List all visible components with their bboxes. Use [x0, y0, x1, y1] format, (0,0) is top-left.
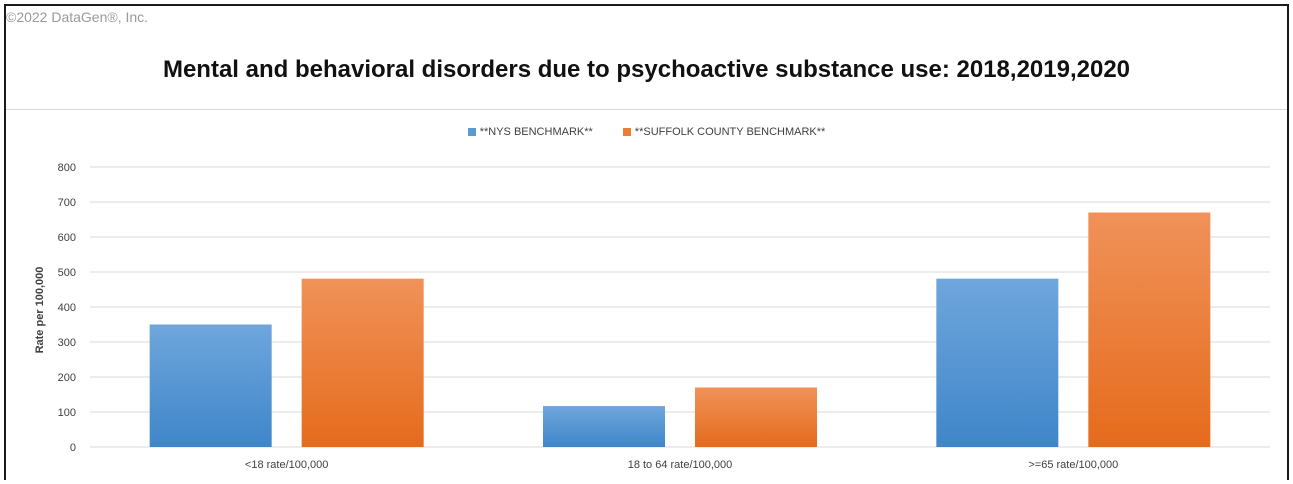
y-tick-label-8: 800 [58, 162, 76, 174]
x-ticks: <18 rate/100,000 18 to 64 rate/100,000 >=6… [245, 459, 1118, 471]
y-tick-label-5: 500 [58, 267, 76, 279]
bar-suffolk-1 [695, 387, 817, 447]
legend-label-nys: **NYS BENCHMARK** [479, 126, 593, 138]
bar-nys-1 [543, 406, 665, 447]
gridlines [90, 166, 1270, 448]
bar-nys-0 [149, 324, 272, 447]
y-tick-label-0: 0 [70, 442, 76, 454]
y-tick-label-4: 400 [58, 302, 76, 314]
legend-label-suffolk: **SUFFOLK COUNTY BENCHMARK** [634, 126, 826, 138]
bar-suffolk-2 [1088, 212, 1211, 447]
copyright-text: ©2022 DataGen®, Inc. [6, 9, 149, 25]
legend-item-nys: **NYS BENCHMARK** [467, 126, 593, 138]
y-tick-label-3: 300 [58, 337, 76, 349]
x-tick-label-0: <18 rate/100,000 [245, 459, 329, 471]
x-tick-label-2: >=65 rate/100,000 [1028, 459, 1118, 471]
title-divider [6, 109, 1287, 110]
y-ticks: 0 100 200 300 400 500 600 700 800 [58, 162, 76, 454]
y-tick-label-1: 100 [58, 407, 76, 419]
legend-item-suffolk: **SUFFOLK COUNTY BENCHMARK** [622, 126, 826, 138]
y-tick-label-2: 200 [58, 372, 76, 384]
y-tick-label-7: 700 [58, 197, 76, 209]
legend-swatch-nys [467, 128, 476, 136]
legend: **NYS BENCHMARK** **SUFFOLK COUNTY BENCH… [0, 126, 1293, 138]
legend-swatch-suffolk [622, 128, 631, 136]
bars [149, 212, 1211, 447]
bar-nys-2 [936, 278, 1059, 447]
x-tick-label-1: 18 to 64 rate/100,000 [628, 459, 733, 471]
bar-suffolk-0 [301, 278, 424, 447]
y-tick-label-6: 600 [58, 232, 76, 244]
chart-title: Mental and behavioral disorders due to p… [162, 56, 1131, 83]
